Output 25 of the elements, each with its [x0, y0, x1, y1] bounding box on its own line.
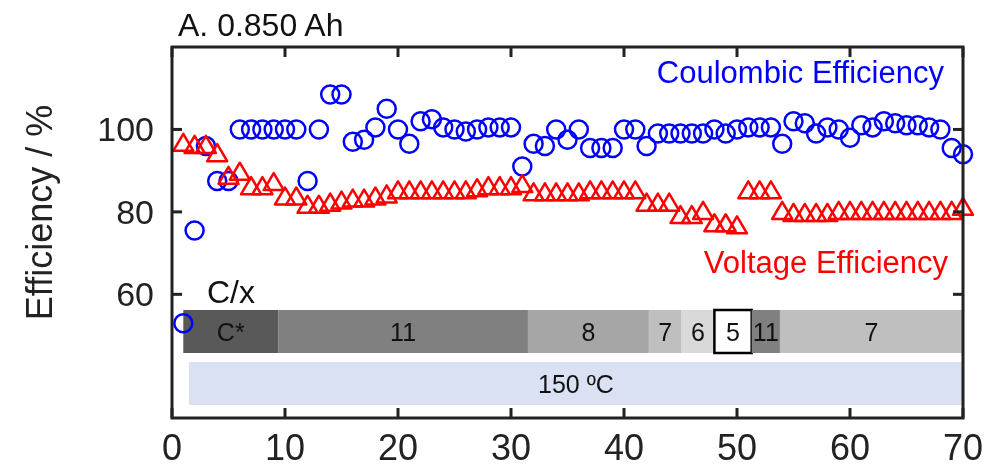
x-tick-label: 70 [942, 427, 984, 467]
annotation: C/x [207, 274, 255, 310]
band-label: 8 [581, 317, 596, 346]
series-label: Coulombic Efficiency [656, 55, 945, 90]
band-label: 150 ºC [538, 369, 614, 398]
x-tick-label: 30 [490, 427, 532, 467]
x-tick-label: 20 [377, 427, 419, 467]
band-label: 11 [752, 317, 779, 346]
y-tick-label: 60 [116, 275, 154, 314]
band-label: 11 [390, 317, 417, 346]
x-tick-label: 40 [603, 427, 645, 467]
y-axis-title: Efficiency / % [19, 104, 60, 321]
band-label: C* [216, 317, 245, 346]
series-label: Voltage Efficiency [703, 245, 949, 280]
x-tick-label: 60 [829, 427, 871, 467]
y-tick-label: 100 [97, 110, 154, 149]
x-tick-label: 10 [264, 427, 306, 467]
band-label: 7 [658, 317, 673, 346]
x-tick-label: 50 [716, 427, 758, 467]
y-tick-label: 80 [116, 192, 154, 231]
band-label: 5 [726, 317, 740, 346]
band-label: 6 [691, 317, 705, 346]
band-label: 7 [864, 317, 879, 346]
x-tick-label: 0 [161, 427, 183, 467]
chart-title: A. 0.850 Ah [178, 7, 344, 43]
